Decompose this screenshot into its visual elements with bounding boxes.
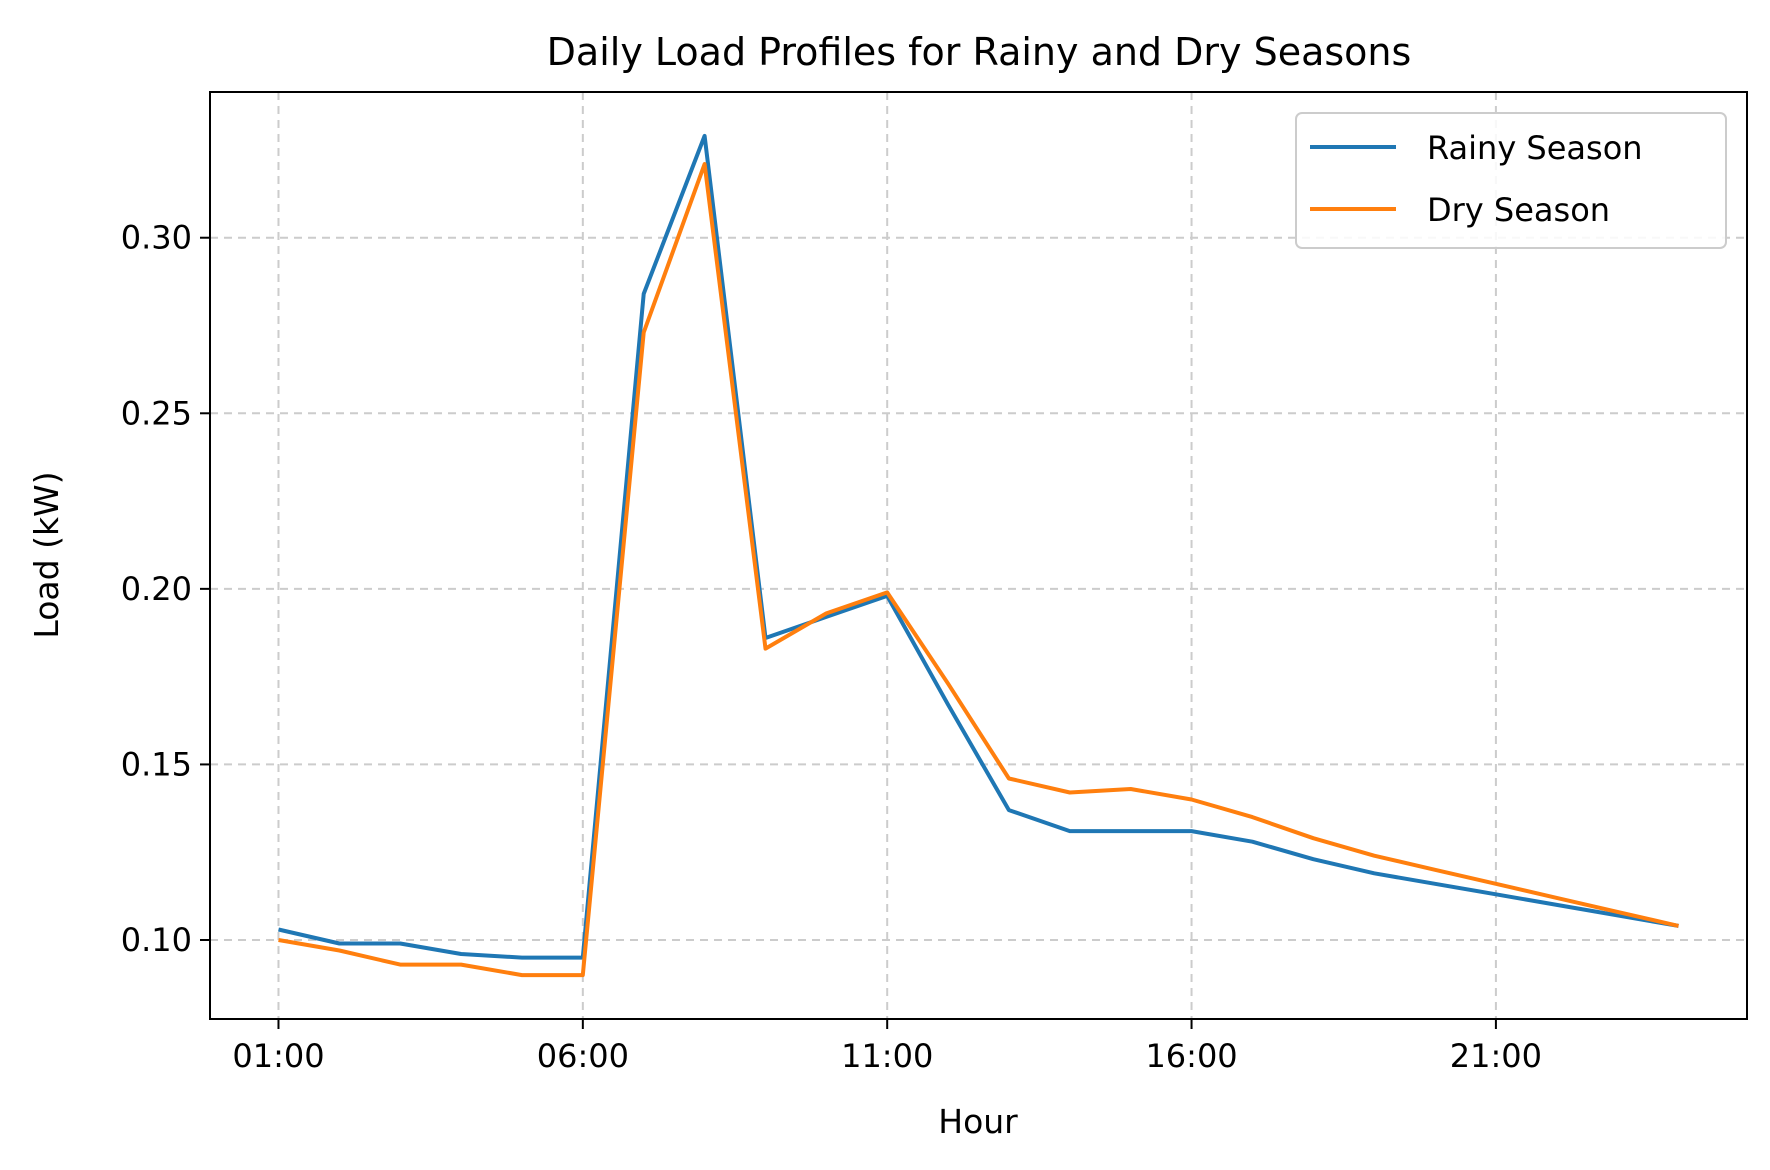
y-tick-label: 0.30 (121, 219, 192, 257)
legend: Rainy Season Dry Season (1295, 112, 1727, 249)
x-tick-label: 11:00 (841, 1037, 933, 1075)
x-tick-label: 06:00 (537, 1037, 629, 1075)
series-line-dry-season (278, 162, 1679, 978)
plot-frame (209, 91, 1748, 1020)
x-tick-label: 16:00 (1145, 1037, 1237, 1075)
x-tick-label: 21:00 (1450, 1037, 1542, 1075)
y-axis-label: Load (kW) (27, 471, 66, 638)
y-tick-label: 0.25 (121, 394, 192, 432)
legend-box (1295, 112, 1727, 249)
legend-label-rainy-season: Rainy Season (1427, 129, 1643, 167)
series-lines (278, 133, 1679, 978)
legend-label-dry-season: Dry Season (1427, 191, 1610, 229)
series-line-rainy-season (278, 133, 1679, 960)
x-tick-label: 01:00 (232, 1037, 324, 1075)
axis-ticks: 01:00 06:00 11:00 16:00 21:00 0.10 0.15 0.20 0.2… (121, 219, 1542, 1075)
y-tick-label: 0.15 (121, 745, 192, 783)
chart-title: Daily Load Profiles for Rainy and Dry Se… (547, 30, 1412, 74)
y-tick-label: 0.20 (121, 570, 192, 608)
x-axis-label: Hour (938, 1102, 1018, 1141)
y-tick-label: 0.10 (121, 921, 192, 959)
